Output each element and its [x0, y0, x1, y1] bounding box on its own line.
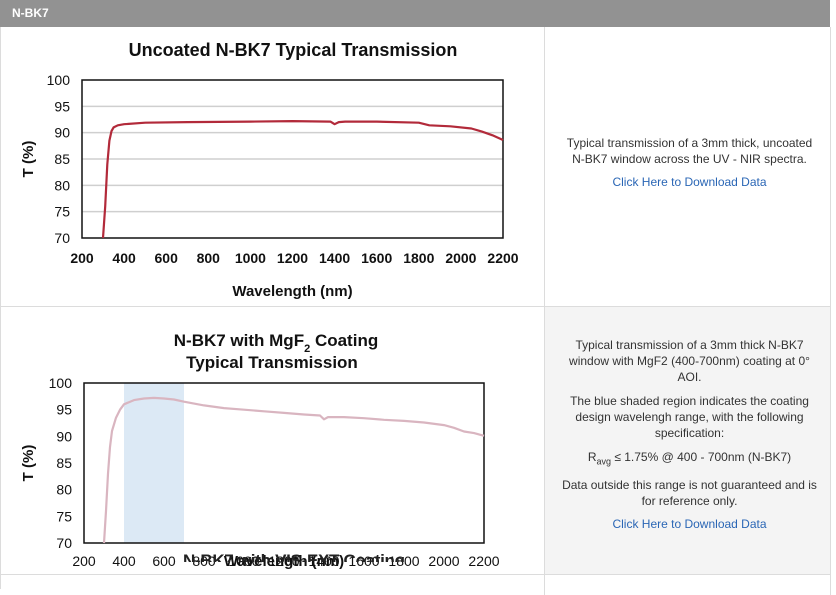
x-tick-label: 2200 [487, 250, 518, 266]
spec-symbol: R [587, 450, 597, 464]
reference-disclaimer: Data outside this range is not guarantee… [562, 478, 817, 509]
plot-frame [83, 382, 485, 544]
x-tick-label: 400 [112, 553, 136, 569]
spec-value: ≤ 1.75% @ 400 - 700nm (N-BK7) [611, 450, 792, 464]
chart-title-line-2: Typical Transmission [186, 353, 358, 372]
x-tick-label: 1000 [235, 250, 266, 266]
y-axis-label: T (%) [20, 445, 37, 482]
x-tick-label: 600 [152, 553, 176, 569]
download-data-link-mgf2[interactable]: Click Here to Download Data [612, 517, 767, 532]
product-table: Uncoated N-BK7 Typical Transmission 70 75 8… [0, 27, 831, 595]
y-tick-label: 85 [54, 151, 70, 167]
chart-cell-uncoated: Uncoated N-BK7 Typical Transmission 70 75 8… [1, 27, 545, 307]
transmission-series-line [101, 120, 504, 239]
y-tick-label: 75 [54, 204, 70, 220]
y-tick-label: 95 [54, 98, 70, 114]
y-tick-label: 75 [56, 508, 72, 524]
x-tick-label: 1600 [348, 553, 379, 569]
x-tick-label: 1000 [228, 553, 259, 569]
section-title: N-BK7 [12, 6, 49, 20]
uncoated-transmission-chart: Uncoated N-BK7 Typical Transmission 70 75 8… [20, 40, 519, 300]
plot-frame [81, 79, 504, 239]
y-tick-label: 70 [54, 230, 70, 246]
y-tick-label: 100 [49, 375, 73, 391]
x-tick-label: 200 [70, 250, 94, 266]
x-tick-label: 800 [197, 250, 221, 266]
y-tick-label: 95 [56, 402, 72, 418]
x-tick-label: 2200 [468, 553, 499, 569]
x-tick-label: 2000 [428, 553, 459, 569]
description-cell-mgf2: Typical transmission of a 3mm thick N-BK… [545, 307, 831, 575]
chart-cell-mgf2: N-BK7 with MgF2 Coating Typical Transmiss… [1, 307, 545, 575]
section-header: N-BK7 [0, 0, 830, 27]
x-tick-label: 1800 [388, 553, 419, 569]
y-tick-label: 80 [56, 482, 72, 498]
y-tick-label: 85 [56, 455, 72, 471]
y-tick-label: 90 [54, 125, 70, 141]
chart-cell-vis-ext [1, 575, 545, 595]
mgf2-description: Typical transmission of a 3mm thick N-BK… [569, 338, 810, 384]
x-tick-label: 1200 [277, 250, 308, 266]
y-tick-label: 90 [56, 428, 72, 444]
transmission-series-line [102, 396, 485, 544]
chart-title-line-1: N-BK7 with MgF2 Coating [174, 331, 378, 355]
description-cell-vis-ext [545, 575, 831, 595]
shaded-region-note: The blue shaded region indicates the coa… [570, 394, 809, 440]
x-tick-label: 1800 [403, 250, 434, 266]
description-cell-uncoated: Typical transmission of a 3mm thick, unc… [545, 27, 831, 307]
vis-ext-chart-title: N-BK7 with VIS-EXT Coating [183, 551, 405, 562]
x-axis-label: Wavelength (nm) [224, 553, 344, 570]
x-tick-label: 1600 [361, 250, 392, 266]
uncoated-description: Typical transmission of a 3mm thick, unc… [566, 136, 813, 166]
x-tick-label: 800 [192, 553, 216, 569]
x-tick-label: 1200 [268, 553, 299, 569]
x-tick-label: 200 [72, 553, 96, 569]
y-tick-label: 80 [54, 177, 70, 193]
x-tick-label: 1400 [308, 553, 339, 569]
download-data-link-uncoated[interactable]: Click Here to Download Data [612, 175, 767, 189]
coating-design-band [124, 383, 184, 543]
x-tick-label: 400 [112, 250, 136, 266]
spec-subscript: avg [596, 456, 611, 467]
x-axis-label: Wavelength (nm) [232, 283, 352, 300]
x-tick-label: 2000 [445, 250, 476, 266]
coating-specification: Ravg ≤ 1.75% @ 400 - 700nm (N-BK7) [555, 449, 824, 469]
y-tick-label: 100 [47, 72, 71, 88]
y-axis-label: T (%) [20, 141, 37, 178]
x-tick-label: 600 [155, 250, 179, 266]
y-tick-label: 70 [56, 535, 72, 551]
chart-title: Uncoated N-BK7 Typical Transmission [129, 40, 458, 60]
x-tick-label: 1400 [319, 250, 350, 266]
